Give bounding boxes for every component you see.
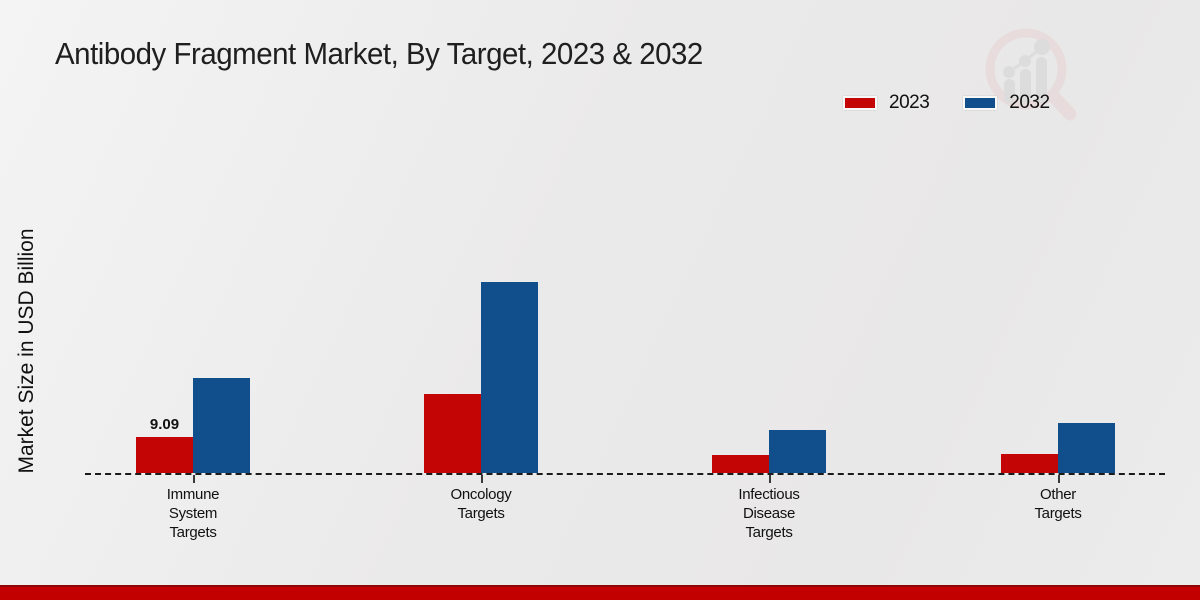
plot-area: 9.09 Immune System Targets Oncology Targets In… xyxy=(85,200,1165,541)
axis-tick xyxy=(193,475,195,483)
bar-2023 xyxy=(1001,454,1058,473)
chart-title: Antibody Fragment Market, By Target, 202… xyxy=(55,36,703,71)
axis-tick xyxy=(481,475,483,483)
category-label: Immune System Targets xyxy=(166,486,220,541)
bar-2023 xyxy=(712,455,769,473)
bar-2023 xyxy=(424,394,481,473)
brand-watermark-icon xyxy=(985,28,1077,121)
bar-2032 xyxy=(1058,423,1115,473)
category-label: Other Targets xyxy=(1034,486,1082,522)
legend-item-2023: 2023 xyxy=(843,92,930,114)
bar-group: 9.09 Immune System Targets xyxy=(136,378,250,541)
axis-tick xyxy=(769,475,771,483)
legend-swatch-2032 xyxy=(963,96,998,110)
bar-2023 xyxy=(136,437,193,473)
category-label: Oncology Targets xyxy=(450,486,512,522)
bar-value-label: 9.09 xyxy=(149,416,180,433)
bar-group: Other Targets xyxy=(1001,423,1115,522)
axis-tick xyxy=(1058,475,1060,483)
bar-2032 xyxy=(481,282,538,473)
legend: 2023 2032 xyxy=(843,92,1050,114)
footer-stripe xyxy=(0,585,1200,600)
bar-group: Oncology Targets xyxy=(424,282,538,522)
y-axis-title: Market Size in USD Billion xyxy=(15,228,38,474)
legend-label-2023: 2023 xyxy=(889,92,930,113)
legend-item-2032: 2032 xyxy=(963,92,1050,114)
bar-2032 xyxy=(193,378,250,473)
bar-2032 xyxy=(769,430,826,473)
category-label: Infectious Disease Targets xyxy=(738,486,800,541)
legend-label-2032: 2032 xyxy=(1009,92,1050,113)
bar-group: Infectious Disease Targets xyxy=(712,430,826,541)
legend-swatch-2023 xyxy=(843,96,877,110)
